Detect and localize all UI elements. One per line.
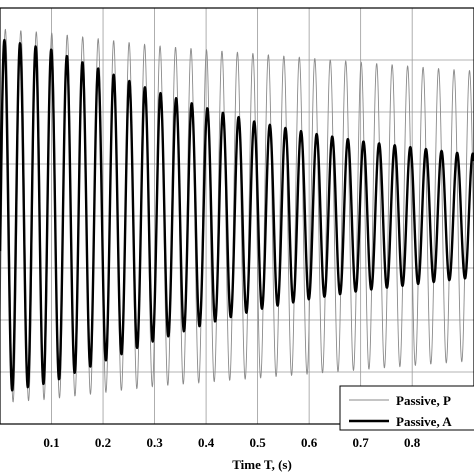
x-tick-label: 0.6 (301, 435, 318, 450)
series-layer (0, 28, 474, 403)
x-tick-label: 0.3 (146, 435, 163, 450)
legend-label-passive-a: Passive, A (396, 414, 452, 429)
legend-label-passive-p: Passive, P (396, 393, 451, 408)
x-tick-label: 0.8 (404, 435, 421, 450)
x-axis-label: Time T, (s) (232, 457, 292, 472)
legend-box (339, 385, 474, 431)
x-tick-labels: 0.1 0.2 0.3 0.4 0.5 0.6 0.7 0.8 (43, 435, 420, 450)
series-line-passive-a (0, 38, 474, 392)
x-tick-label: 0.5 (249, 435, 266, 450)
legend: Passive, P Passive, A (339, 385, 474, 431)
x-tick-label: 0.1 (43, 435, 59, 450)
plot-frame (0, 7, 474, 425)
x-tick-label: 0.2 (95, 435, 111, 450)
x-tick-label: 0.4 (198, 435, 215, 450)
x-tick-label: 0.7 (353, 435, 370, 450)
